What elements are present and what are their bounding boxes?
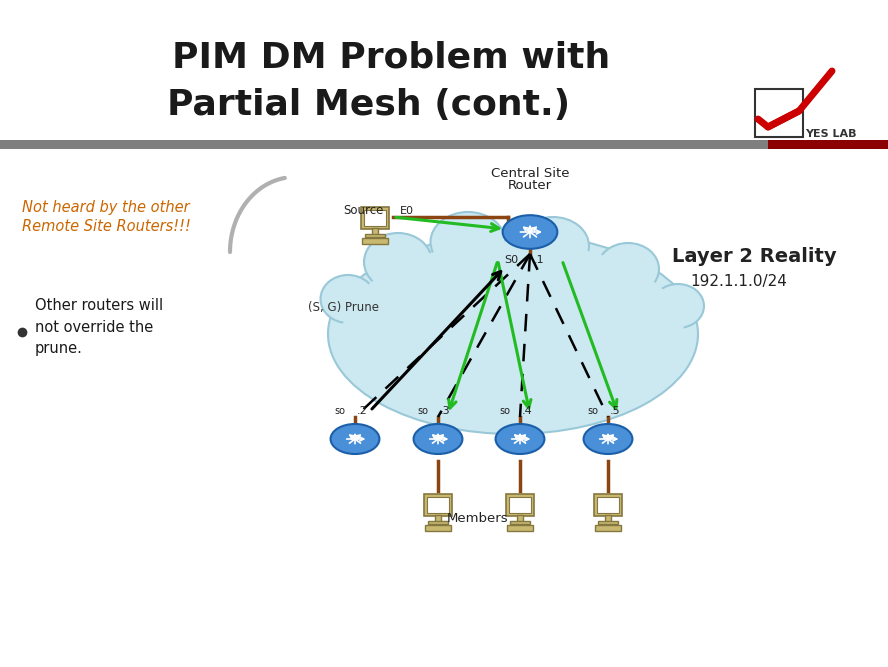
Text: E0: E0: [400, 206, 414, 216]
Text: Not heard by the other
Remote Site Routers!!!: Not heard by the other Remote Site Route…: [22, 199, 191, 234]
Bar: [427, 497, 449, 513]
Bar: [755, 89, 803, 137]
Ellipse shape: [328, 234, 698, 434]
FancyBboxPatch shape: [595, 525, 621, 531]
Text: Source: Source: [343, 205, 384, 217]
Text: so: so: [587, 406, 598, 416]
Ellipse shape: [517, 217, 589, 275]
FancyBboxPatch shape: [362, 238, 388, 244]
Text: Router: Router: [508, 179, 552, 192]
Ellipse shape: [431, 212, 505, 272]
Text: .1: .1: [534, 255, 544, 265]
Bar: [0, 0, 888, 177]
FancyBboxPatch shape: [425, 525, 451, 531]
Ellipse shape: [652, 284, 704, 328]
Text: .4: .4: [522, 406, 533, 416]
Ellipse shape: [364, 233, 432, 291]
FancyBboxPatch shape: [424, 494, 452, 516]
FancyBboxPatch shape: [507, 525, 533, 531]
FancyBboxPatch shape: [594, 494, 622, 516]
Bar: [517, 515, 523, 522]
Text: .5: .5: [610, 406, 621, 416]
Bar: [768, 140, 888, 149]
Ellipse shape: [583, 424, 632, 454]
FancyBboxPatch shape: [361, 207, 389, 229]
Bar: [372, 228, 378, 235]
Text: Partial Mesh (cont.): Partial Mesh (cont.): [167, 88, 570, 122]
Bar: [509, 497, 531, 513]
Bar: [510, 521, 530, 524]
Bar: [364, 210, 386, 226]
Bar: [435, 515, 441, 522]
Bar: [428, 521, 448, 524]
Bar: [598, 521, 618, 524]
Bar: [605, 515, 611, 522]
Bar: [0, 140, 768, 149]
Text: S0: S0: [503, 255, 518, 265]
Text: Central Site: Central Site: [491, 167, 569, 180]
Ellipse shape: [342, 241, 684, 426]
Ellipse shape: [414, 424, 463, 454]
Ellipse shape: [321, 275, 376, 323]
Text: PIM DM Problem with: PIM DM Problem with: [171, 40, 610, 74]
Text: so: so: [417, 406, 428, 416]
Text: so: so: [499, 406, 510, 416]
Ellipse shape: [496, 424, 544, 454]
Text: .2: .2: [357, 406, 368, 416]
FancyBboxPatch shape: [506, 494, 534, 516]
Text: YES LAB: YES LAB: [805, 129, 857, 139]
Text: so: so: [334, 406, 345, 416]
Text: (S, G) Prune: (S, G) Prune: [308, 301, 379, 313]
Ellipse shape: [597, 243, 659, 295]
Ellipse shape: [330, 424, 379, 454]
Bar: [597, 497, 619, 513]
Text: Layer 2 Reality: Layer 2 Reality: [672, 247, 836, 267]
Text: .3: .3: [440, 406, 450, 416]
Bar: [365, 234, 385, 237]
Text: Members: Members: [448, 512, 509, 526]
Text: Other routers will
not override the
prune.: Other routers will not override the prun…: [35, 299, 163, 356]
Ellipse shape: [503, 215, 558, 249]
Text: 192.1.1.0/24: 192.1.1.0/24: [690, 275, 787, 289]
